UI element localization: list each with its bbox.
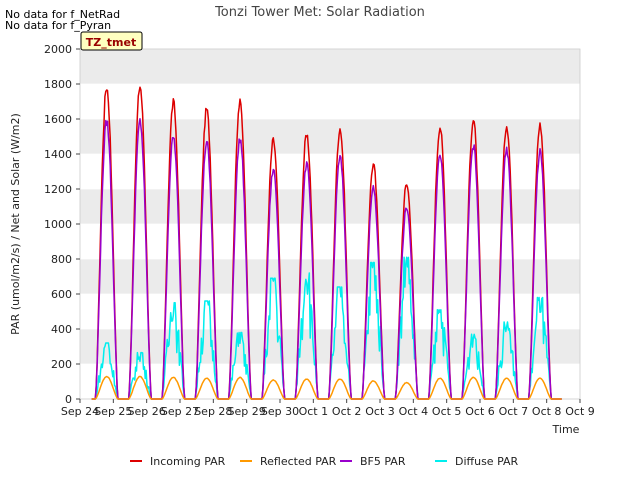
x-tick-label: Sep 26	[128, 405, 166, 418]
note-pyran: No data for f_Pyran	[5, 19, 111, 32]
background-bands	[80, 49, 580, 364]
badge-label: TZ_tmet	[86, 36, 136, 49]
x-tick-label: Sep 29	[228, 405, 266, 418]
legend-label: Diffuse PAR	[455, 455, 519, 468]
band	[80, 49, 580, 84]
badge: TZ_tmet	[80, 31, 143, 51]
y-tick-label: 1200	[44, 183, 72, 196]
x-axis-label: Time	[552, 423, 580, 436]
legend: Incoming PAR Reflected PAR BF5 PAR Diffuse …	[130, 455, 519, 468]
x-tick-label: Sep 24	[61, 405, 99, 418]
legend-label: BF5 PAR	[360, 455, 406, 468]
badge-box	[80, 31, 143, 51]
y-tick-label: 800	[51, 253, 72, 266]
x-tick-label: Oct 7	[499, 405, 529, 418]
band	[80, 189, 580, 224]
note-netrad: No data for f_NetRad	[5, 8, 120, 21]
x-tick-label: Oct 9	[565, 405, 595, 418]
legend-label: Reflected PAR	[260, 455, 337, 468]
series-lines	[91, 86, 562, 400]
x-tick-label: Oct 3	[365, 405, 395, 418]
x-tick-label: Sep 25	[94, 405, 132, 418]
x-tick-label: Sep 30	[261, 405, 299, 418]
x-tick-label: Oct 2	[332, 405, 362, 418]
y-tick-label: 400	[51, 323, 72, 336]
y-tick-label: 600	[51, 288, 72, 301]
x-tick-label: Oct 4	[399, 405, 429, 418]
y-tick-label: 1000	[44, 218, 72, 231]
chart-title: Tonzi Tower Met: Solar Radiation	[214, 5, 425, 20]
y-tick-label: 1600	[44, 113, 72, 126]
x-tick-label: Oct 5	[432, 405, 462, 418]
band	[80, 259, 580, 294]
y-axis-label: PAR (umol/m2/s) / Net and Solar (W/m2)	[9, 113, 22, 335]
band	[80, 119, 580, 154]
x-tick-label: Oct 6	[465, 405, 495, 418]
x-tick-label: Sep 27	[161, 405, 199, 418]
y-tick-label: 2000	[44, 43, 72, 56]
x-tick-label: Oct 1	[299, 405, 329, 418]
y-tick-label: 1400	[44, 148, 72, 161]
y-axis: 0 200 400 600 800 1000 1200 1400 1600 1800 2000	[44, 43, 80, 406]
x-tick-label: Sep 28	[194, 405, 232, 418]
x-tick-label: Oct 8	[532, 405, 562, 418]
y-tick-label: 1800	[44, 78, 72, 91]
y-tick-label: 200	[51, 358, 72, 371]
series-line-reflected-par	[91, 375, 562, 400]
y-tick-label: 0	[65, 393, 72, 406]
legend-label: Incoming PAR	[150, 455, 226, 468]
